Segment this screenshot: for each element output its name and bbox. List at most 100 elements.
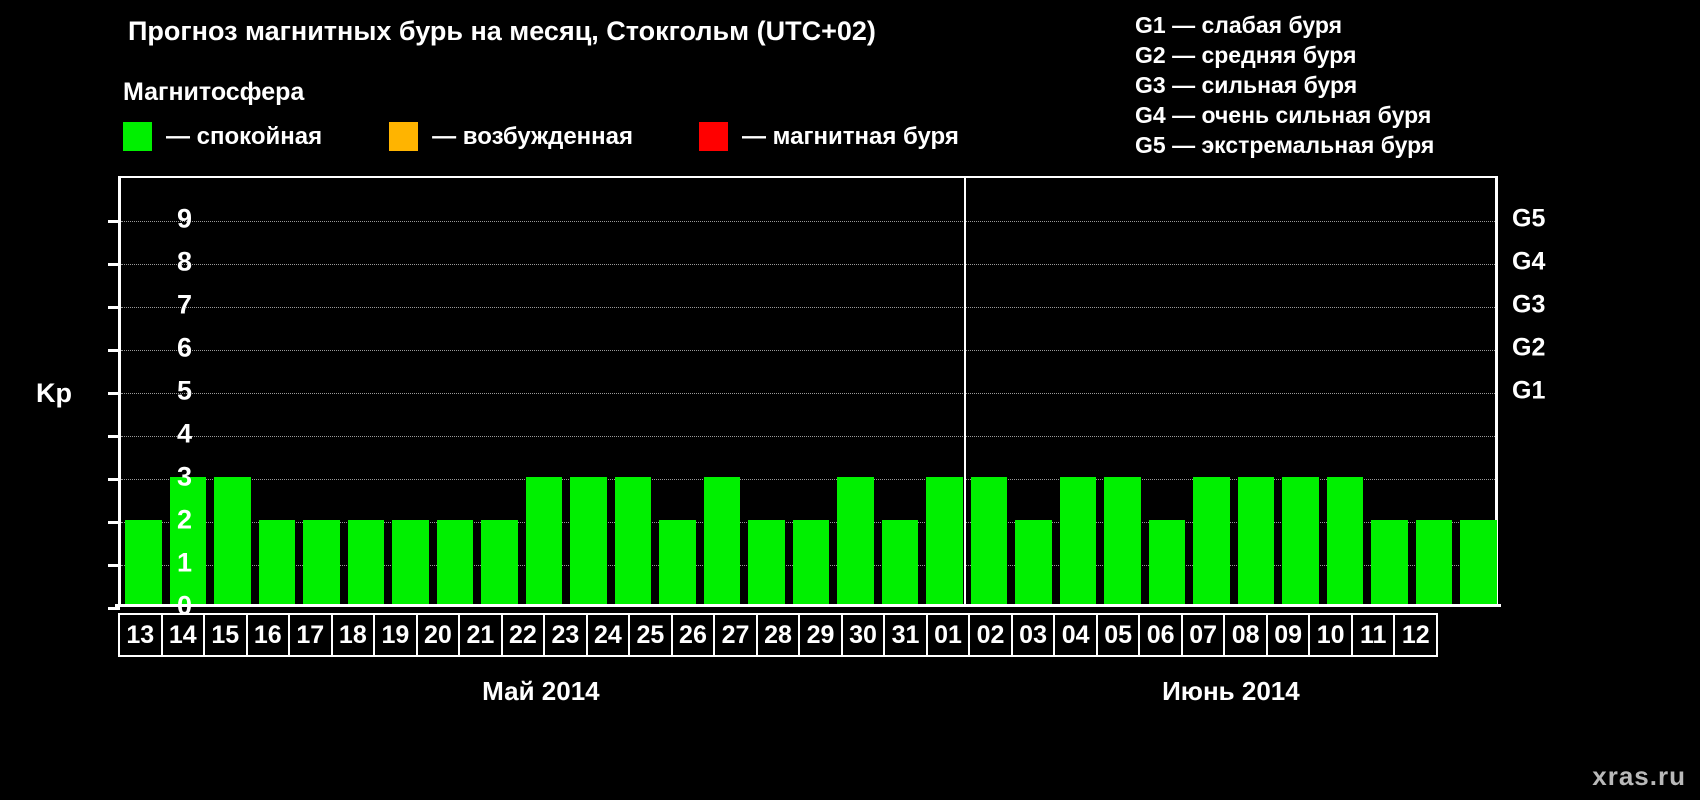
day-label-25[interactable]: 25 (628, 613, 673, 657)
y-axis-label-1: 1 (176, 547, 192, 578)
y-tick-2 (108, 521, 120, 524)
bar-day-31 (926, 477, 963, 606)
day-label-22[interactable]: 22 (500, 613, 546, 657)
g-axis-label-g5: G5 (1512, 204, 1546, 233)
day-label-13[interactable]: 13 (118, 613, 163, 657)
bar-day-06 (1193, 477, 1230, 606)
bar-day-10 (1371, 520, 1408, 606)
day-label-07[interactable]: 07 (1180, 613, 1226, 657)
month-caption: Июнь 2014 (1162, 676, 1300, 706)
day-label-27[interactable]: 27 (713, 613, 758, 657)
bar-day-25 (659, 520, 696, 606)
day-label-23[interactable]: 23 (543, 613, 588, 657)
bar-day-24 (614, 477, 652, 606)
bar-day-22 (525, 477, 563, 606)
day-label-05[interactable]: 05 (1095, 613, 1141, 657)
day-label-31[interactable]: 31 (883, 613, 928, 657)
day-label-08[interactable]: 08 (1223, 613, 1268, 657)
bar-day-05 (1148, 520, 1186, 606)
day-label-21[interactable]: 21 (458, 613, 503, 657)
day-label-03[interactable]: 03 (1010, 613, 1056, 657)
bar-day-11 (1415, 520, 1453, 606)
day-label-29[interactable]: 29 (798, 613, 843, 657)
y-axis-label-3: 3 (176, 461, 192, 492)
day-label-17[interactable]: 17 (288, 613, 333, 657)
day-label-strip: 13 14 15 16 17 18 19 20 21 22 23 24 25 26 27 28 29 30 31 01… (118, 613, 1438, 657)
bar-day-27 (748, 520, 785, 606)
bar-day-20 (436, 520, 474, 606)
g-scale-line-g5: G5 — экстремальная буря (1135, 132, 1435, 158)
day-label-18[interactable]: 18 (330, 613, 376, 657)
g-scale-legend: G1 — слабая буря G2 — средняя буря G3 — … (1135, 10, 1434, 160)
y-tick-0 (108, 607, 120, 610)
legend-label-unsettled: — возбужденная (432, 122, 634, 150)
y-axis-label-4: 4 (176, 418, 192, 449)
y-axis-label-2: 2 (176, 504, 192, 535)
month-divider (963, 176, 966, 606)
gridline-kp-4 (121, 436, 1495, 437)
bars-layer (121, 178, 1497, 606)
day-label-09[interactable]: 09 (1265, 613, 1311, 657)
day-label-11[interactable]: 11 (1350, 613, 1396, 657)
gridline-kp-6 (121, 350, 1495, 351)
gridline-kp-7 (121, 307, 1495, 308)
gridline-kp-9 (121, 221, 1495, 222)
legend-item-storm: — магнитная буря (699, 122, 959, 151)
bar-day-01 (970, 477, 1008, 606)
bar-day-29 (837, 477, 874, 606)
bar-day-18 (347, 520, 385, 606)
y-tick-6 (108, 349, 120, 352)
day-label-06[interactable]: 06 (1138, 613, 1183, 657)
bar-day-21 (481, 520, 518, 606)
gridline-kp-8 (121, 264, 1495, 265)
y-tick-5 (108, 392, 120, 395)
y-axis-label-9: 9 (176, 203, 192, 234)
day-label-16[interactable]: 16 (245, 613, 291, 657)
day-label-12[interactable]: 12 (1393, 613, 1438, 657)
y-tick-8 (108, 263, 120, 266)
y-tick-7 (108, 306, 120, 309)
bar-day-30 (881, 520, 919, 606)
magnetosphere-heading: Магнитосфера (123, 78, 305, 106)
g-scale-line-g3: G3 — сильная буря (1135, 72, 1358, 98)
y-tick-3 (108, 478, 120, 481)
plot-area (108, 176, 1498, 610)
day-label-19[interactable]: 19 (373, 613, 418, 657)
y-axis-label-7: 7 (176, 289, 192, 320)
y-axis-label-6: 6 (176, 332, 192, 363)
day-label-10[interactable]: 10 (1308, 613, 1353, 657)
y-tick-1 (108, 564, 120, 567)
bar-day-03 (1059, 477, 1097, 606)
bar-day-15 (214, 477, 251, 606)
bar-day-09 (1326, 477, 1364, 606)
day-label-04[interactable]: 04 (1053, 613, 1098, 657)
day-label-24[interactable]: 24 (585, 613, 631, 657)
magnetosphere-legend: — спокойная — возбужденная — магнитная б… (123, 122, 959, 151)
y-axis-label-8: 8 (176, 246, 192, 277)
bar-day-23 (570, 477, 607, 606)
g-scale-line-g1: G1 — слабая буря (1135, 12, 1343, 38)
bar-day-04 (1104, 477, 1141, 606)
month-caption: Май 2014 (482, 676, 600, 706)
day-label-26[interactable]: 26 (670, 613, 716, 657)
day-label-28[interactable]: 28 (755, 613, 801, 657)
day-label-20[interactable]: 20 (415, 613, 461, 657)
day-label-30[interactable]: 30 (840, 613, 886, 657)
day-label-14[interactable]: 14 (160, 613, 206, 657)
x-axis-baseline (115, 604, 1501, 607)
g-axis-label-g1: G1 (1512, 376, 1546, 405)
watermark: xras.ru (1592, 761, 1686, 791)
legend-label-storm: — магнитная буря (742, 122, 959, 150)
day-label-01[interactable]: 01 (925, 613, 971, 657)
day-label-02[interactable]: 02 (968, 613, 1013, 657)
gridline-kp-5 (121, 393, 1495, 394)
bar-day-28 (792, 520, 830, 606)
bar-day-02 (1015, 520, 1052, 606)
bar-day-19 (392, 520, 429, 606)
bar-day-08 (1282, 477, 1319, 606)
bar-day-16 (258, 520, 296, 606)
legend-item-quiet: — спокойная (123, 122, 322, 151)
g-scale-line-g4: G4 — очень сильная буря (1135, 102, 1432, 128)
legend-label-quiet: — спокойная (166, 122, 323, 150)
day-label-15[interactable]: 15 (203, 613, 248, 657)
